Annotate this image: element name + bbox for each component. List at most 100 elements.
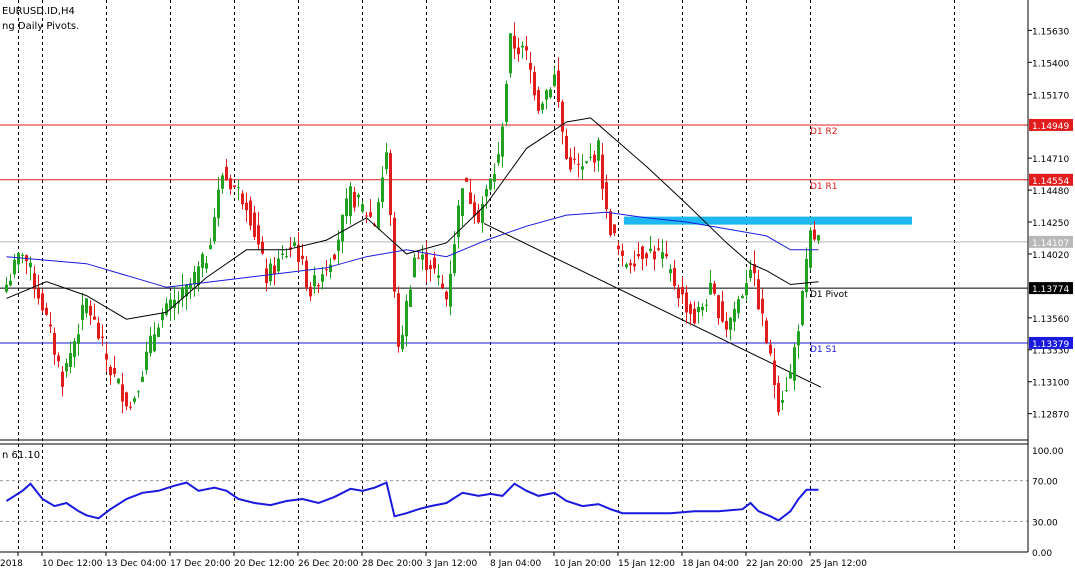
candle-body [445,291,448,300]
candle-body [349,186,352,217]
pivot-price-tag-text: 1.13379 [1032,340,1069,350]
candle-body [257,225,260,245]
candle-body [121,384,124,402]
candle-body [809,230,812,268]
candle-body [157,327,160,337]
candle-body [161,313,164,321]
candle-body [641,246,644,259]
time-tick-label: 25 Jan 12:00 [810,559,867,569]
candle-body [97,322,100,339]
candle-body [625,264,628,268]
candle-body [369,212,372,217]
candle-body [661,252,664,259]
time-tick-label: 15 Jan 12:00 [618,559,675,569]
candle-body [685,292,688,313]
candle-body [505,83,508,123]
candle-body [705,304,708,306]
candle-body [745,283,748,296]
candle-body [765,320,768,343]
candle-body [609,211,612,236]
candle-body [277,258,280,272]
candle-body [561,101,564,132]
price-tick-label: 1.15170 [1032,91,1069,101]
candle-body [629,263,632,266]
candle-body [273,265,276,275]
candle-body [785,390,788,392]
rsi-header: n 61.10 [2,450,40,461]
candle-body [65,363,68,372]
candle-body [397,293,400,347]
candle-body [645,253,648,259]
candle-body [61,371,64,387]
candle-body [777,383,780,413]
symbol-header: EURUSD.ID,H4 [2,6,75,17]
price-tick-label: 1.13100 [1032,379,1069,389]
time-tick-label: 10 Jan 20:00 [554,559,611,569]
candle-body [789,372,792,379]
candle-body [41,293,44,311]
candle-body [813,229,816,240]
candle-body [537,90,540,111]
candle-body [673,268,676,286]
candle-body [725,320,728,330]
candle-body [409,289,412,308]
candle-body [201,254,204,268]
time-tick-label: 3 Jan 12:00 [426,559,478,569]
candle-body [73,341,76,357]
candle-body [209,245,212,250]
candle-body [773,360,776,385]
candle-body [313,275,316,287]
candle-body [801,291,804,325]
trendline [483,222,822,388]
candle-body [269,263,272,282]
candle-body [501,126,504,157]
candle-body [405,300,408,337]
candle-body [29,262,32,268]
candle-body [49,324,52,327]
candle-body [341,214,344,242]
price-tick-label: 1.15630 [1032,27,1069,37]
price-axis: 1.15630 1.15400 1.15170 1.14710 1.14480 1.142… [0,0,1073,559]
candle-body [9,280,12,286]
candle-body [153,334,156,352]
candle-body [193,272,196,285]
price-tick-label: 1.13330 [1032,347,1069,357]
candle-body [165,303,168,315]
candle-body [693,308,696,324]
fast-moving-average [6,117,819,320]
price-tick-label: 1.13560 [1032,315,1069,325]
candle-body [681,286,684,295]
candle-body [525,46,528,51]
candle-body [797,331,800,346]
time-tick-label: 26 Dec 20:00 [298,559,359,569]
candle-body [297,244,300,262]
candle-body [145,351,148,370]
candle-body [81,305,84,320]
candle-body [125,392,128,407]
time-tick-label: 28 Dec 20:00 [362,559,423,569]
candle-body [737,299,740,314]
candle-body [401,334,404,350]
candle-body [213,217,216,242]
candle-body [169,299,172,309]
candle-body [549,89,552,98]
candle-body [85,298,88,314]
pivot-price-tag-text: 1.14554 [1032,177,1069,187]
candle-body [617,245,620,250]
candle-body [733,308,736,322]
time-tick-label: 18 Jan 04:00 [682,559,739,569]
candle-body [817,235,820,241]
time-tick-label: 8 Jan 04:00 [490,559,542,569]
candle-body [37,288,40,299]
candle-body [89,305,92,316]
candle-body [13,259,16,275]
pivot-levels: D1 R2 D1 R1 D1 Pivot D1 S1 [0,124,1028,388]
candle-body [329,264,332,272]
candle-body [365,215,368,217]
candle-body [701,306,704,311]
time-tick-label: 2018 [0,559,23,569]
candle-body [721,301,724,322]
candlesticks [5,22,820,416]
candle-body [377,202,380,229]
